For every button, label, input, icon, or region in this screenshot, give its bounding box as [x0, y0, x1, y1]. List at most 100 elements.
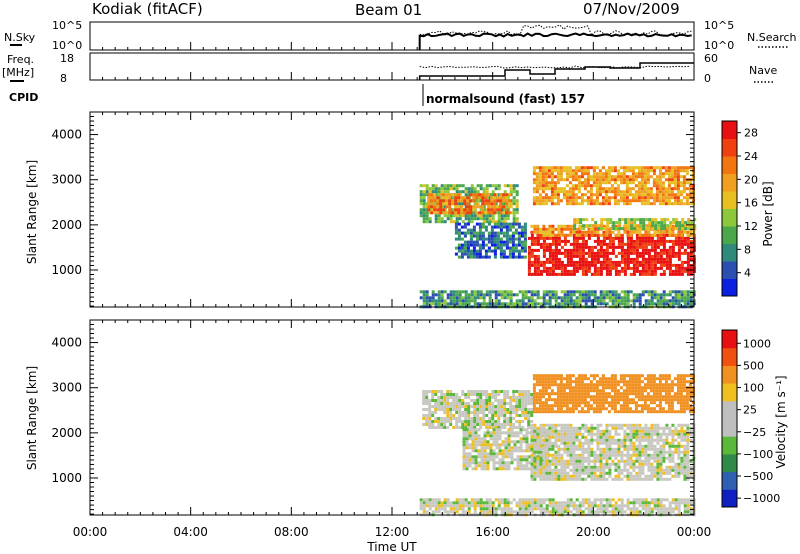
power-cell [497, 302, 501, 306]
velocity-cell [631, 377, 635, 381]
power-cell [544, 175, 548, 179]
power-cell [596, 239, 600, 243]
power-cell [464, 296, 468, 300]
velocity-cell [610, 380, 614, 384]
velocity-cell [614, 453, 618, 457]
velocity-cell [559, 392, 563, 396]
power-cell [638, 299, 642, 303]
power-cell [689, 293, 693, 297]
power-cell [494, 299, 498, 303]
velocity-cell [640, 398, 644, 402]
velocity-cell [550, 383, 554, 387]
power-cell [686, 245, 690, 249]
power-cell [584, 239, 588, 243]
velocity-cell [522, 455, 526, 459]
velocity-cell [551, 468, 555, 472]
power-cell [628, 190, 632, 194]
velocity-cell [641, 471, 645, 475]
power-cell [572, 272, 576, 276]
power-cell [527, 254, 531, 258]
velocity-cell [489, 434, 493, 438]
power-cell [470, 290, 474, 294]
velocity-cell [650, 423, 654, 427]
power-cell [440, 299, 444, 303]
velocity-cell [643, 407, 647, 411]
velocity-cell [592, 377, 596, 381]
cpid-row: CPID normalsound (fast) 157 [9, 84, 585, 106]
velocity-cell [602, 471, 606, 475]
velocity-cell [659, 474, 663, 478]
velocity-cell [670, 383, 674, 387]
velocity-cell [462, 455, 466, 459]
power-cell [500, 290, 504, 294]
velocity-cell [653, 444, 657, 448]
power-cell [634, 172, 638, 176]
velocity-cell [632, 465, 636, 469]
velocity-cell [483, 461, 487, 465]
power-cell [557, 251, 561, 255]
velocity-cell [510, 434, 514, 438]
velocity-cell [569, 456, 573, 460]
power-cell [508, 193, 512, 197]
power-cell [646, 190, 650, 194]
power-cell [544, 199, 548, 203]
velocity-cell [638, 423, 642, 427]
power-cell [637, 169, 641, 173]
power-cell [509, 187, 513, 191]
velocity-cell [670, 380, 674, 384]
power-cell [512, 220, 516, 224]
power-cell [452, 214, 456, 218]
velocity-cell [498, 428, 502, 432]
velocity-cell [554, 441, 558, 445]
power-cell [651, 227, 655, 231]
velocity-cell [592, 386, 596, 390]
velocity-cell [647, 465, 651, 469]
power-cell [463, 240, 467, 244]
velocity-cell [553, 410, 557, 414]
velocity-cell [686, 453, 690, 457]
power-cell [682, 166, 686, 170]
velocity-cell [458, 426, 462, 429]
velocity-cell [443, 417, 447, 420]
power-cell [574, 187, 578, 191]
velocity-cell [488, 423, 492, 426]
power-cell [594, 221, 598, 225]
power-cell [625, 187, 629, 191]
velocity-cell [572, 465, 576, 469]
velocity-cell [626, 456, 630, 460]
velocity-cell [530, 471, 534, 475]
power-cell [538, 166, 542, 170]
power-cell [538, 196, 542, 200]
velocity-cell [509, 402, 513, 405]
power-cell [490, 228, 494, 232]
power-cell [608, 299, 612, 303]
power-cell [475, 196, 479, 200]
power-cell [548, 302, 552, 306]
power-cell [623, 269, 627, 273]
power-cell [557, 236, 561, 240]
power-cell [655, 184, 659, 188]
velocity-cell [443, 420, 447, 423]
power-cell [431, 302, 435, 306]
velocity-cell [556, 386, 560, 390]
velocity-cell [595, 386, 599, 390]
power-cell [635, 293, 639, 297]
velocity-cell [608, 468, 612, 472]
power-cell [556, 166, 560, 170]
power-cell [629, 251, 633, 255]
power-cell [641, 266, 645, 270]
velocity-cell [465, 434, 469, 438]
velocity-cell [653, 456, 657, 460]
power-cell [667, 166, 671, 170]
velocity-cell [548, 462, 552, 466]
velocity-cell [568, 383, 572, 387]
power-cell [479, 214, 483, 218]
power-cell [440, 302, 444, 306]
power-cell [679, 184, 683, 188]
velocity-cell [664, 377, 668, 381]
power-cell [551, 233, 555, 237]
power-cell [464, 293, 468, 297]
power-cell [593, 239, 597, 243]
power-cell [605, 233, 609, 237]
power-cell [428, 299, 432, 303]
